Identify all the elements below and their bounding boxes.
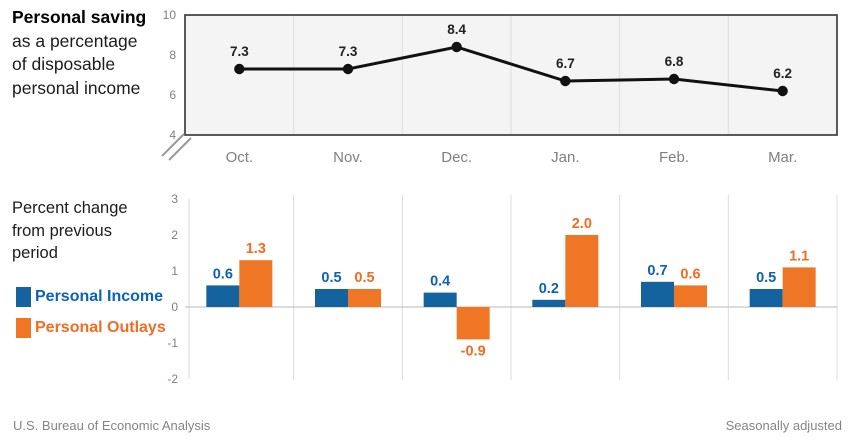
- svg-text:0.7: 0.7: [647, 263, 667, 279]
- svg-text:0.5: 0.5: [354, 270, 374, 286]
- saving-title-line1: Personal saving: [12, 7, 147, 27]
- svg-text:Nov.: Nov.: [333, 149, 363, 166]
- svg-text:1: 1: [171, 264, 178, 278]
- saving-line-series: [239, 45, 783, 93]
- svg-text:Dec.: Dec.: [441, 149, 472, 166]
- svg-text:0.6: 0.6: [213, 266, 233, 282]
- svg-text:0.5: 0.5: [756, 270, 776, 286]
- svg-text:0.5: 0.5: [321, 270, 341, 286]
- svg-text:2.0: 2.0: [572, 216, 592, 232]
- svg-text:-2: -2: [167, 372, 178, 386]
- source-attribution: U.S. Bureau of Economic Analysis: [13, 418, 211, 433]
- svg-text:-0.9: -0.9: [461, 343, 486, 359]
- svg-text:10: 10: [163, 8, 177, 22]
- personal-outlays-legend-label: Personal Outlays: [35, 318, 166, 336]
- svg-text:6.7: 6.7: [556, 56, 575, 71]
- svg-text:6.2: 6.2: [773, 66, 792, 81]
- svg-text:Feb.: Feb.: [659, 149, 689, 166]
- bar-chart-legend: Personal Income Personal Outlays: [16, 286, 166, 348]
- seasonal-adjustment-note: Seasonally adjusted: [725, 418, 842, 433]
- line-plot-border: [184, 14, 838, 136]
- saving-chart-title: Personal saving as a percentage of dispo…: [12, 6, 146, 100]
- percent-change-title: Percent change from previous period: [12, 197, 128, 265]
- line-chart-y-axis-labels: 10 8 6 4: [163, 8, 177, 142]
- svg-text:Mar.: Mar.: [768, 149, 797, 166]
- svg-text:8: 8: [169, 48, 176, 62]
- svg-text:3: 3: [171, 192, 178, 206]
- bar-series-personal-outlays: 1.3 0.5 -0.9 2.0 0.6 1.1: [239, 216, 816, 359]
- month-axis-labels: Oct. Nov. Dec. Jan. Feb. Mar.: [226, 149, 798, 166]
- personal-income-swatch: [16, 286, 31, 307]
- svg-text:8.4: 8.4: [447, 22, 466, 37]
- svg-text:6.8: 6.8: [665, 54, 684, 69]
- svg-text:Oct.: Oct.: [226, 149, 254, 166]
- change-title-line2: from previous: [12, 221, 112, 240]
- svg-text:4: 4: [169, 128, 176, 142]
- saving-line-value-labels: 7.3 7.3 8.4 6.7 6.8 6.2: [230, 22, 792, 81]
- change-title-line1: Percent change: [12, 199, 128, 217]
- svg-text:1.3: 1.3: [246, 241, 266, 257]
- svg-text:7.3: 7.3: [230, 44, 249, 59]
- svg-text:0: 0: [171, 300, 178, 314]
- saving-title-line2: as a percentage: [12, 30, 138, 51]
- svg-text:1.1: 1.1: [789, 248, 809, 264]
- svg-text:0.2: 0.2: [539, 281, 559, 297]
- svg-text:0.6: 0.6: [680, 266, 700, 282]
- svg-text:0.4: 0.4: [430, 274, 450, 290]
- legend-item-personal-income: Personal Income: [16, 286, 166, 307]
- bar-chart-gridlines: [293, 195, 838, 380]
- personal-outlays-swatch: [16, 317, 31, 338]
- bar-series-personal-income: 0.6 0.5 0.4 0.2 0.7 0.5: [206, 263, 783, 307]
- svg-text:Jan.: Jan.: [551, 149, 579, 166]
- svg-text:6: 6: [169, 88, 176, 102]
- svg-text:2: 2: [171, 228, 178, 242]
- svg-text:-1: -1: [167, 336, 178, 350]
- svg-text:7.3: 7.3: [339, 44, 358, 59]
- line-chart-gridlines: [293, 15, 729, 135]
- axis-break-icon: [161, 133, 192, 161]
- legend-item-personal-outlays: Personal Outlays: [16, 317, 166, 338]
- change-title-line3: period: [12, 244, 58, 262]
- personal-income-legend-label: Personal Income: [35, 287, 164, 305]
- bar-chart-y-axis-labels: 3 2 1 0 -1 -2: [167, 192, 178, 386]
- saving-line-markers: [234, 41, 788, 97]
- saving-title-line4: personal income: [12, 77, 141, 98]
- personal-saving-line-chart: 10 8 6 4 7.3 7.3 8.4 6.7 6.8 6.2 Oct. Nov. Dec. Jan. F…: [161, 8, 838, 166]
- saving-title-line3: of disposable: [12, 54, 116, 74]
- percent-change-bar-chart: 3 2 1 0 -1 -2 0.6 0.5 0.4 0.2 0.7 0.5 1.3 0.5 -0.9 2.0 0…: [167, 192, 838, 386]
